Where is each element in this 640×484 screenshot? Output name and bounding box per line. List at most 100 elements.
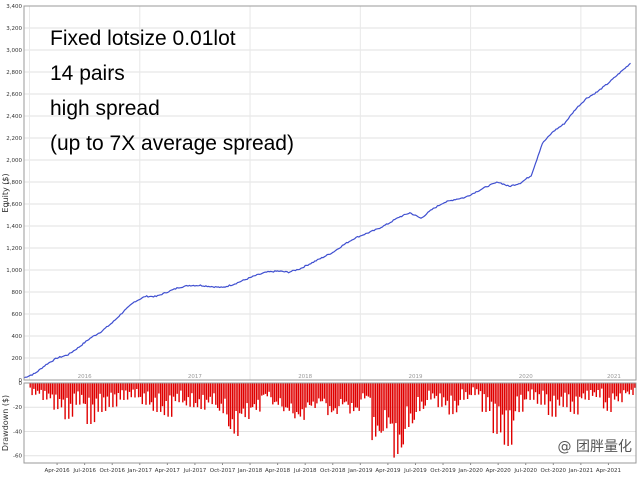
drawdown-bar xyxy=(88,383,90,398)
drawdown-bar xyxy=(619,383,621,394)
drawdown-bar xyxy=(316,383,318,404)
drawdown-bar xyxy=(523,383,526,400)
drawdown-bar xyxy=(490,383,493,402)
drawdown-bar xyxy=(367,383,370,397)
drawdown-bar xyxy=(296,383,298,412)
drawdown-bar xyxy=(426,383,428,400)
drawdown-bar xyxy=(69,383,72,404)
drawdown-bar xyxy=(75,383,77,405)
drawdown-bar xyxy=(417,383,419,397)
drawdown-x-tick-label: Oct-2019 xyxy=(430,468,456,474)
drawdown-bar xyxy=(277,383,279,405)
drawdown-bar xyxy=(579,383,581,397)
drawdown-bar xyxy=(93,383,96,423)
drawdown-bar xyxy=(137,383,140,398)
drawdown-bar xyxy=(329,383,331,407)
drawdown-bar xyxy=(285,383,287,408)
drawdown-bar xyxy=(505,383,507,411)
drawdown-bar xyxy=(318,383,320,399)
drawdown-bar xyxy=(604,383,607,403)
drawdown-plot-frame xyxy=(23,382,637,464)
drawdown-bar xyxy=(99,383,101,394)
equity-y-axis-label: Equity ($) xyxy=(1,173,10,212)
drawdown-bar xyxy=(547,383,550,415)
drawdown-bar xyxy=(185,383,188,406)
drawdown-bar xyxy=(386,383,388,429)
drawdown-bar xyxy=(86,383,88,424)
watermark-text: 团胖量化 xyxy=(576,439,632,455)
drawdown-bar xyxy=(332,383,335,411)
drawdown-bar xyxy=(522,383,524,412)
drawdown-bar xyxy=(435,383,438,396)
drawdown-bar xyxy=(31,383,33,396)
drawdown-bar xyxy=(568,383,570,395)
drawdown-bar xyxy=(62,383,64,400)
drawdown-bar xyxy=(79,383,81,405)
drawdown-bar xyxy=(60,383,63,408)
drawdown-bar xyxy=(544,383,546,405)
drawdown-bar xyxy=(233,383,235,434)
equity-line-layer xyxy=(23,62,631,379)
drawdown-bar xyxy=(44,383,46,391)
drawdown-bar xyxy=(459,383,461,400)
drawdown-bar xyxy=(308,383,311,405)
drawdown-bar xyxy=(590,383,592,390)
drawdown-bar xyxy=(560,383,562,397)
drawdown-bar xyxy=(516,383,518,397)
drawdown-bar xyxy=(319,383,322,402)
equity-plot-frame xyxy=(23,5,637,381)
drawdown-bar xyxy=(542,383,544,391)
drawdown-bar xyxy=(630,383,632,390)
drawdown-bar xyxy=(512,383,515,421)
drawdown-bar xyxy=(457,383,460,406)
drawdown-bar xyxy=(408,383,410,427)
drawdown-bar xyxy=(577,383,579,415)
drawdown-x-tick-label: Jan-2021 xyxy=(568,468,593,474)
drawdown-bar xyxy=(310,383,313,406)
drawdown-bar xyxy=(136,383,138,389)
drawdown-bar xyxy=(634,383,636,388)
drawdown-bar xyxy=(273,383,276,403)
drawdown-bar xyxy=(126,383,129,400)
drawdown-bar xyxy=(531,383,533,390)
drawdown-bar xyxy=(551,383,553,417)
drawdown-bar xyxy=(325,383,327,404)
drawdown-x-tick-label: Jan-2019 xyxy=(347,468,373,474)
drawdown-bar xyxy=(586,383,588,391)
drawdown-bar xyxy=(64,383,66,420)
drawdown-bar xyxy=(330,383,333,413)
drawdown-bar xyxy=(178,383,180,403)
drawdown-x-tick-label: Jan-2018 xyxy=(237,468,263,474)
drawdown-bar xyxy=(104,383,107,411)
drawdown-bar xyxy=(562,383,564,407)
drawdown-bar xyxy=(406,383,408,407)
drawdown-bar xyxy=(125,383,127,391)
drawdown-bar xyxy=(47,383,50,394)
drawdown-bar xyxy=(231,383,234,420)
drawdown-bar xyxy=(494,383,496,404)
equity-y-tick-label: 200 xyxy=(12,356,23,362)
drawdown-bar xyxy=(235,383,237,411)
drawdown-bar xyxy=(244,383,246,418)
drawdown-bar xyxy=(281,383,283,407)
drawdown-y-tick-label: 0 xyxy=(19,381,23,387)
drawdown-x-tick-label: Apr-2019 xyxy=(375,468,401,474)
drawdown-bar xyxy=(255,383,257,410)
drawdown-bar xyxy=(172,383,175,397)
year-label: 2018 xyxy=(298,374,312,380)
drawdown-bar xyxy=(270,383,272,398)
drawdown-bar xyxy=(391,383,393,424)
drawdown-bar xyxy=(275,383,278,402)
drawdown-bar xyxy=(365,383,368,396)
equity-y-tick-label: 3,000 xyxy=(6,48,22,54)
drawdown-bar xyxy=(299,383,302,417)
drawdown-bar xyxy=(509,383,511,411)
drawdown-bar xyxy=(66,383,68,398)
drawdown-bar xyxy=(161,383,164,407)
drawdown-bar xyxy=(53,383,55,410)
drawdown-bar xyxy=(606,383,608,411)
watermark-at-icon: @ xyxy=(557,439,572,455)
drawdown-bar xyxy=(182,383,184,403)
drawdown-bar xyxy=(338,383,340,407)
